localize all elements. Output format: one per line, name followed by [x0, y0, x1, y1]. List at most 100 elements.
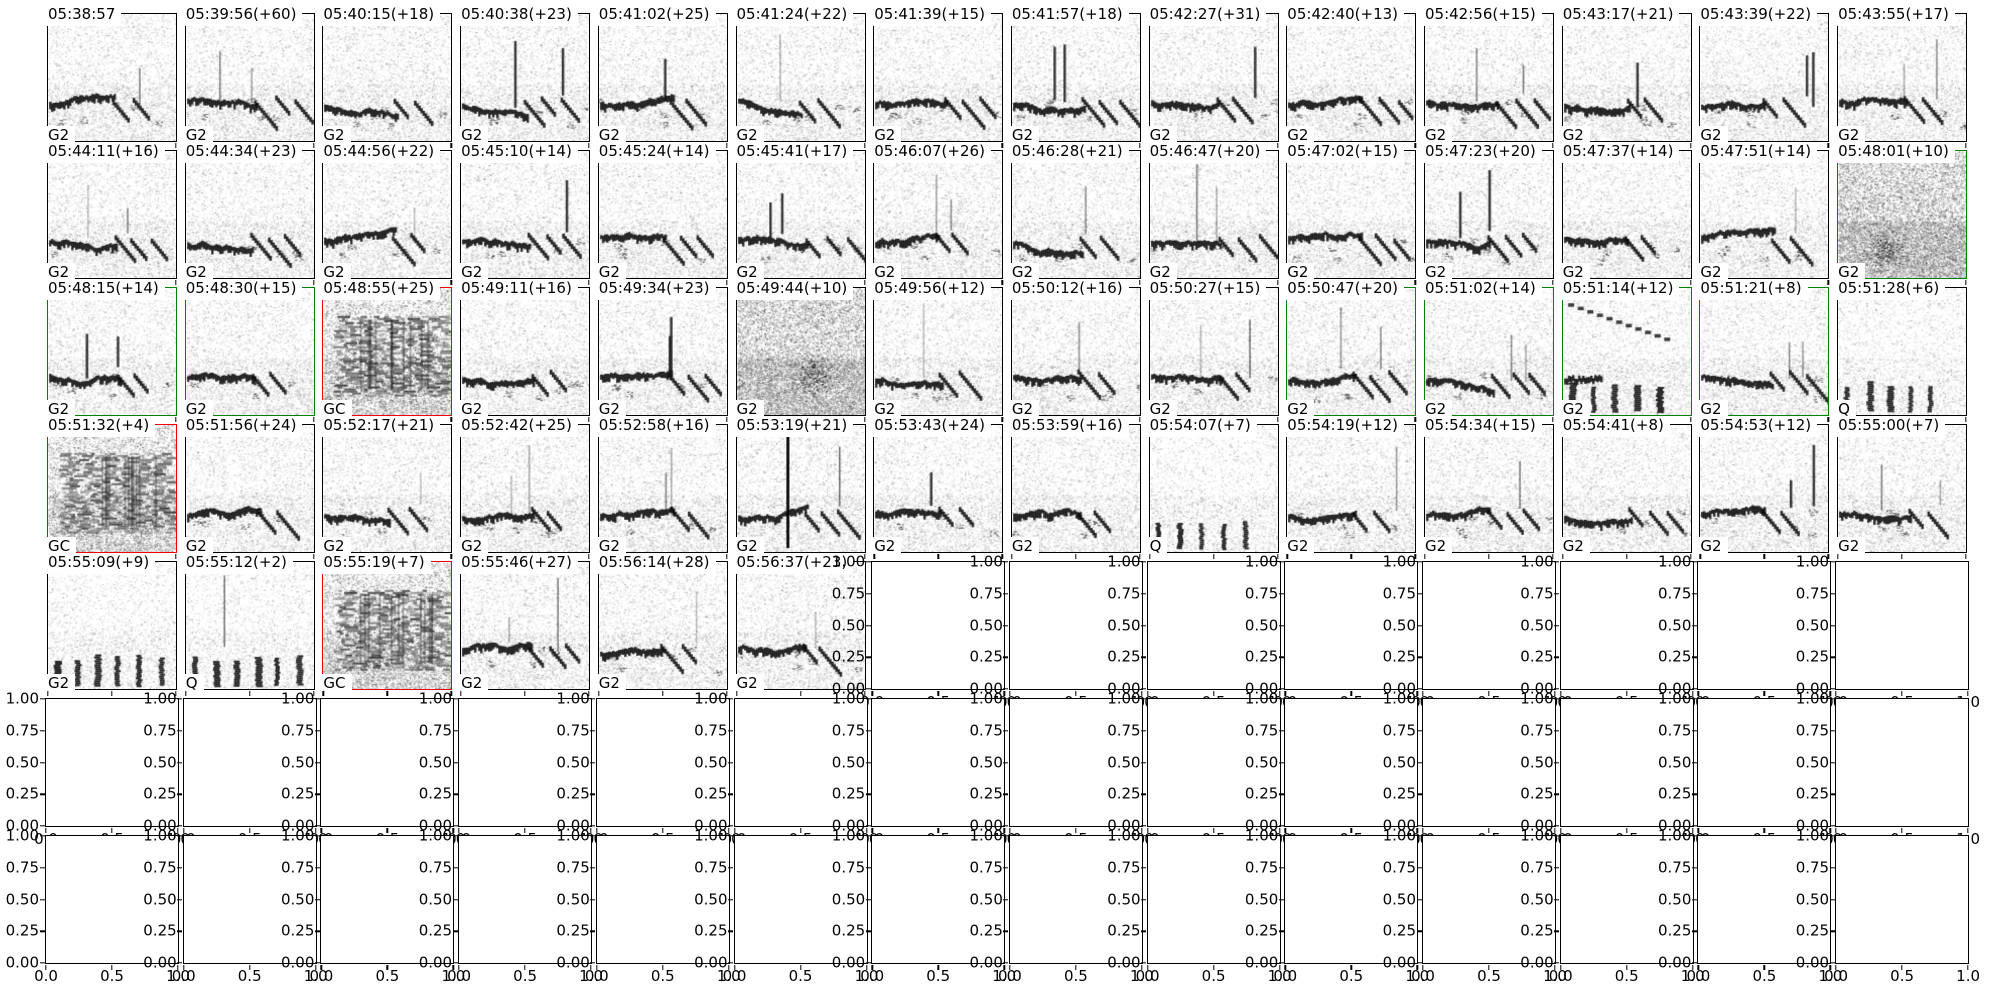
- x-axis-tick: [386, 827, 389, 833]
- spectrogram-image: [736, 425, 865, 552]
- panel-class-label: G2: [46, 674, 76, 694]
- x-axis-tick: [1075, 553, 1077, 559]
- panel-title: 05:54:19(+12): [1285, 416, 1405, 437]
- x-axis-tick: [1965, 553, 1967, 559]
- y-axis-tick: [590, 930, 596, 932]
- y-tick-label: 0.50: [1244, 753, 1279, 771]
- panel-class-label: G2: [1560, 537, 1590, 557]
- y-tick-label: 0.75: [1382, 584, 1416, 603]
- spectrogram-image: [48, 14, 176, 141]
- y-tick-label: 0.00: [1107, 953, 1141, 972]
- x-axis-tick: [524, 964, 526, 970]
- panel-title: 05:47:51(+14): [1698, 142, 1818, 163]
- x-axis-tick: [312, 690, 315, 696]
- x-axis-tick: [312, 279, 315, 285]
- y-axis-tick: [1003, 656, 1009, 658]
- x-axis-tick: [726, 279, 728, 285]
- x-axis-tick: [1559, 964, 1562, 970]
- x-axis-tick: [1763, 553, 1766, 559]
- x-axis-tick: [1554, 690, 1556, 696]
- spectrogram-image: [185, 14, 314, 141]
- y-axis-tick: [452, 867, 458, 869]
- x-axis-tick: [588, 279, 590, 285]
- panel-class-label: G2: [596, 400, 626, 420]
- x-axis-tick: [1561, 553, 1564, 559]
- y-tick-label: 0.25: [694, 921, 728, 940]
- x-axis-tick: [735, 690, 738, 696]
- x-axis-tick: [588, 142, 590, 148]
- spectrogram-panel: 05:41:24(+22) G2: [734, 5, 866, 148]
- panel-class-label: G2: [596, 263, 626, 283]
- y-tick-label: 0.00: [280, 816, 315, 835]
- y-axis-tick: [1691, 698, 1697, 700]
- x-axis-tick: [596, 827, 598, 833]
- empty-axes-panel: 1.000.750.500.250.000.00.51.0: [1107, 691, 1291, 847]
- x-axis-tick: [1146, 690, 1149, 696]
- y-tick-label: 0.25: [1657, 921, 1692, 940]
- spectrogram-image: [598, 14, 727, 141]
- panel-class-label: G2: [1560, 400, 1590, 420]
- spectrogram-panel: 05:39:56(+60) G2: [183, 5, 315, 148]
- y-axis-tick: [728, 761, 733, 764]
- y-axis-tick: [1554, 793, 1560, 795]
- y-axis-tick: [1003, 593, 1009, 595]
- spectrogram-image: [461, 288, 590, 415]
- y-axis-tick: [1829, 561, 1835, 563]
- panel-title: 05:45:10(+14): [459, 142, 578, 163]
- y-tick-label: 0.75: [143, 721, 177, 740]
- y-axis-tick: [865, 656, 871, 658]
- y-axis-tick: [1691, 561, 1697, 563]
- y-axis-tick: [314, 835, 320, 837]
- y-axis-tick: [1003, 835, 1009, 837]
- y-axis-tick: [1554, 962, 1560, 964]
- y-axis-tick: [1003, 898, 1009, 901]
- spectrogram-panel: 05:43:55(+17) G2: [1836, 5, 1968, 148]
- panel-class-label: G2: [1285, 263, 1315, 283]
- y-axis-tick: [728, 962, 733, 964]
- x-axis-tick: [111, 964, 113, 970]
- y-axis-tick: [1141, 698, 1147, 700]
- y-tick-label: 0.75: [1520, 584, 1554, 603]
- panel-class-label: G2: [596, 674, 626, 694]
- panel-title: 05:56:14(+28): [596, 553, 716, 574]
- y-tick-label: 0.25: [1520, 647, 1554, 666]
- y-axis-tick: [452, 835, 458, 837]
- x-axis-tick: [314, 964, 317, 970]
- panel-class-label: G2: [459, 263, 489, 283]
- y-tick-label: 0.25: [1382, 921, 1416, 940]
- y-axis-tick: [1141, 867, 1147, 869]
- x-axis-tick: [1559, 690, 1562, 696]
- x-axis-tick: [45, 964, 47, 970]
- x-axis-tick: [662, 827, 664, 833]
- x-axis-tick: [1625, 964, 1628, 970]
- y-tick-label: 0.25: [694, 784, 728, 803]
- x-axis-tick: [1965, 142, 1967, 148]
- x-axis-tick: [1829, 964, 1832, 970]
- panel-title: 05:55:12(+2): [183, 553, 293, 574]
- panel-title: 05:47:23(+20): [1423, 142, 1542, 163]
- x-tick-label: 1.0: [579, 967, 604, 985]
- y-tick-label: 0.00: [280, 953, 315, 972]
- y-tick-label: 0.00: [969, 953, 1003, 972]
- x-axis-tick: [1763, 964, 1766, 970]
- y-tick-label: 1.00: [5, 689, 39, 708]
- panel-class-label: G2: [321, 537, 351, 557]
- panel-title: 05:48:30(+15): [183, 279, 303, 300]
- x-axis-tick: [871, 690, 873, 696]
- x-axis-tick: [175, 553, 177, 559]
- panel-title: 05:42:56(+15): [1423, 5, 1542, 26]
- y-axis-tick: [1141, 761, 1147, 764]
- x-axis-tick: [1837, 553, 1839, 559]
- y-tick-label: 0.00: [1244, 679, 1279, 698]
- x-axis-tick: [1001, 279, 1003, 285]
- y-tick-label: 1.00: [1107, 689, 1141, 708]
- y-tick-label: 0.25: [143, 784, 177, 803]
- spectrogram-image: [1700, 151, 1829, 278]
- x-axis-tick: [1146, 964, 1149, 970]
- y-axis-tick: [1691, 761, 1697, 764]
- y-axis-tick: [865, 793, 871, 795]
- y-tick-label: 1.00: [418, 826, 453, 845]
- y-tick-label: 1.00: [969, 552, 1003, 571]
- spectrogram-panel: 05:44:34(+23) G2: [183, 142, 315, 285]
- spectrogram-image: [48, 288, 176, 415]
